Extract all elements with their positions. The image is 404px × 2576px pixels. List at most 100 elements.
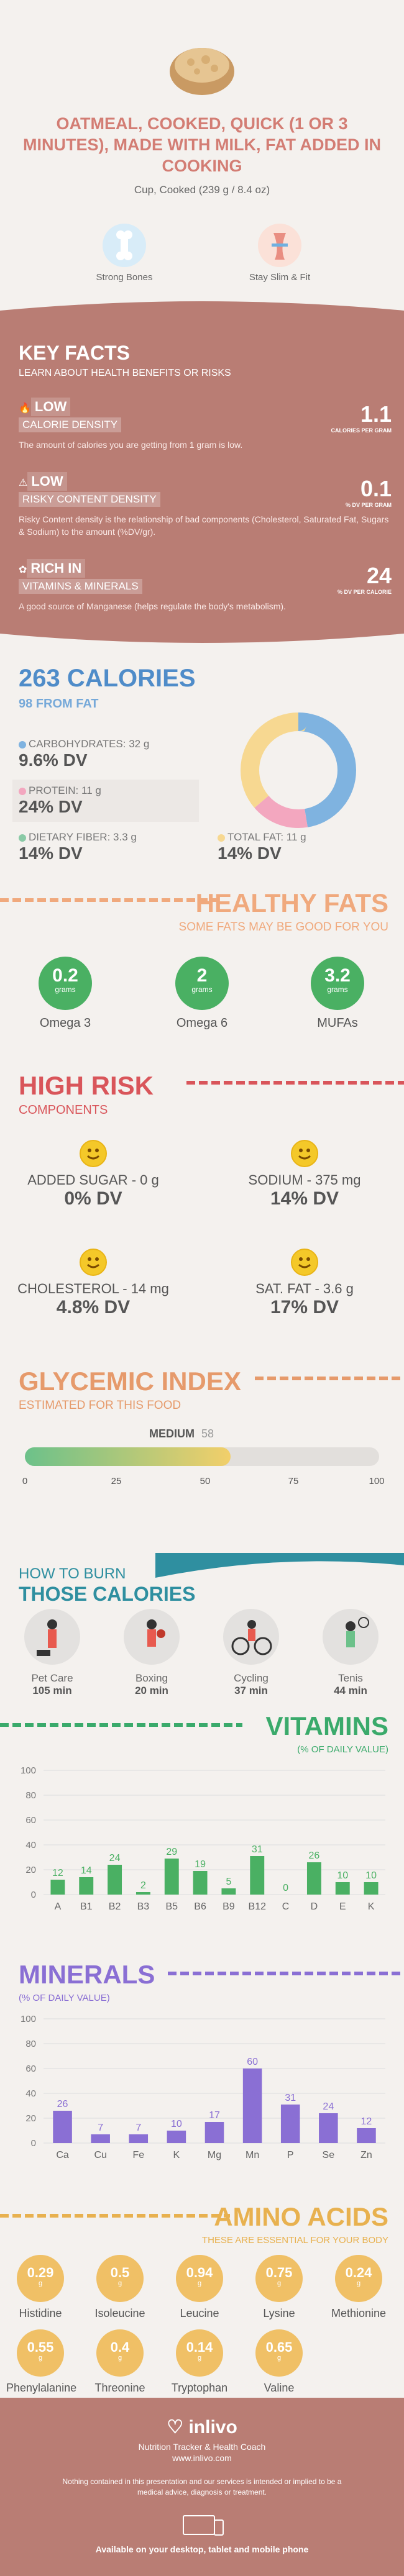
bar-D [306,1862,321,1895]
bar-B1 [79,1877,94,1895]
amino-label: Phenylalanine [6,2382,77,2394]
badge-label: Strong Bones [96,272,153,283]
calories-from-fat: 98 FROM FAT [19,697,99,711]
amino-label: Methionine [331,2307,387,2319]
amino-grid: 0.29 g Histidine 0.5 g Isoleucine 0.94 g Leucine… [0,2255,404,2398]
activity-time: 105 min [32,1685,72,1696]
bar-value-label: 29 [166,1847,177,1857]
x-tick-label: B1 [80,1901,93,1912]
fat-mufas: 3.2 grams MUFAs [297,957,378,1031]
dotted-divider [0,898,218,902]
badge-strong-bones: Strong Bones [87,224,162,283]
nutrient-fat: TOTAL FAT: 11 g 14% DV [211,826,385,868]
x-tick-label: A [55,1901,62,1912]
x-tick-label: Fe [132,2150,144,2160]
bar-Cu [91,2134,110,2143]
fact-unit: % DV PER CALORIE [337,589,392,595]
nutrient-protein: PROTEIN: 11 g 24% DV [12,780,199,822]
calories-section: 263 CALORIES 98 FROM FAT CARBOHYDRATES: … [0,646,404,882]
amino-unit: g [117,2280,122,2287]
healthy-fats-title: HEALTHY FATS [195,888,388,917]
amino-unit: g [38,2354,43,2362]
y-tick-label: 20 [25,2113,36,2124]
smiley-face [87,1257,99,1268]
fact-name: CALORIE DENSITY [19,417,122,432]
amino-value: 0.55 [27,2339,54,2355]
nutrient-fiber: DIETARY FIBER: 3.3 g 14% DV [12,826,199,868]
amino-unit: g [197,2280,202,2287]
healthy-fats-subtitle: SOME FATS MAY BE GOOD FOR YOU [178,921,388,934]
y-tick-label: 40 [25,1840,36,1850]
amino-unit: g [197,2354,202,2362]
bar-Ca [53,2111,72,2143]
tennis-icon [323,1609,379,1665]
bar-value-label: 10 [365,1870,377,1881]
fact-desc: A good source of Manganese (helps regula… [19,601,286,611]
bar-value-label: 60 [247,2057,258,2067]
amino-badge: 0.5 g [96,2255,144,2302]
y-tick-label: 40 [25,2088,36,2099]
calorie-donut-chart [241,712,356,828]
footer-brand: ♡ inlivo [0,2416,404,2438]
amino-lysine: 0.75 g Lysine [245,2255,313,2320]
footer-tagline: Nutrition Tracker & Health Coach [138,2442,266,2452]
x-tick-label: D [311,1901,318,1912]
fact-vitamins-minerals: ✿ RICH IN VITAMINS & MINERALS 24 % DV PER… [19,559,392,612]
badge-stay-slim: Stay Slim & Fit [242,224,317,283]
donut-slice-protein [241,712,356,828]
bar-value-label: 19 [195,1859,206,1870]
high-risk-subtitle: COMPONENTS [19,1103,108,1117]
bar-value-label: 10 [337,1870,348,1881]
smiley-icon [80,1140,107,1167]
smiley-face [87,1149,99,1160]
slim-body-icon [258,224,301,267]
x-tick-label: E [339,1901,346,1912]
risk-dv: 17% DV [270,1297,339,1318]
dotted-divider [0,1723,242,1727]
warning-icon: ⚠ [19,478,28,488]
amino-unit: g [277,2280,282,2287]
nutrient-label: DIETARY FIBER: 3.3 g [29,831,137,843]
badge-label: Stay Slim & Fit [249,272,311,283]
footer-disclaimer: Nothing contained in this presentation a… [62,2477,342,2496]
fat-unit: grams [55,985,76,994]
food-title: OATMEAL, COOKED, QUICK (1 OR 3 MINUTES),… [23,114,381,175]
amino-threonine: 0.4 g Threonine [86,2329,154,2395]
nutrient-dv: 14% DV [19,844,83,863]
bar-value-label: 0 [283,1883,288,1893]
risk-sodium: SODIUM - 375 mg 14% DV [211,1140,398,1209]
risk-label: SODIUM - 375 mg [248,1172,361,1188]
glycemic-tick: 75 [288,1476,299,1486]
fact-calorie-density: 🔥 LOW CALORIE DENSITY 1.1 CALORIES PER GR… [19,398,392,451]
amino-isoleucine: 0.5 g Isoleucine [86,2255,154,2320]
amino-value: 0.94 [186,2265,213,2280]
amino-unit: g [277,2354,282,2362]
footer-url[interactable]: www.inlivo.com [172,2453,232,2463]
burn-calories-section: HOW TO BURN THOSE CALORIES Pet Care 105 … [0,1553,404,1708]
y-tick-label: 100 [21,1765,36,1776]
glycemic-index-section: GLYCEMIC INDEX ESTIMATED FOR THIS FOOD M… [0,1360,404,1553]
fat-value: 3.2 [324,965,351,986]
amino-value: 0.24 [345,2265,372,2280]
fat-value: 0.2 [52,965,78,986]
amino-badge: 0.29 g [17,2255,64,2302]
glycemic-value: 58 [201,1427,214,1440]
x-tick-label: K [173,2150,180,2160]
glycemic-reading: MEDIUM 58 [149,1427,214,1440]
amino-label: Lysine [263,2307,295,2319]
amino-phenylalanine: 0.55 g Phenylalanine [6,2329,77,2395]
fact-value: 24 [366,563,392,588]
bar-Fe [129,2134,149,2143]
fact-level: LOW [27,472,67,491]
bar-value-label: 26 [309,1850,320,1861]
fact-risky-content: ⚠ LOW RISKY CONTENT DENSITY 0.1 % DV PER … [19,472,392,538]
bar-value-label: 14 [81,1865,92,1876]
x-tick-label: Cu [94,2150,106,2160]
amino-value: 0.65 [265,2339,293,2355]
risk-dv: 0% DV [64,1188,122,1209]
x-tick-label: Zn [360,2150,372,2160]
vitamins-title: VITAMINS [265,1711,388,1741]
amino-badge: 0.4 g [96,2329,144,2377]
activity-label: Pet Care [31,1672,73,1684]
amino-badge: 0.55 g [17,2329,64,2377]
